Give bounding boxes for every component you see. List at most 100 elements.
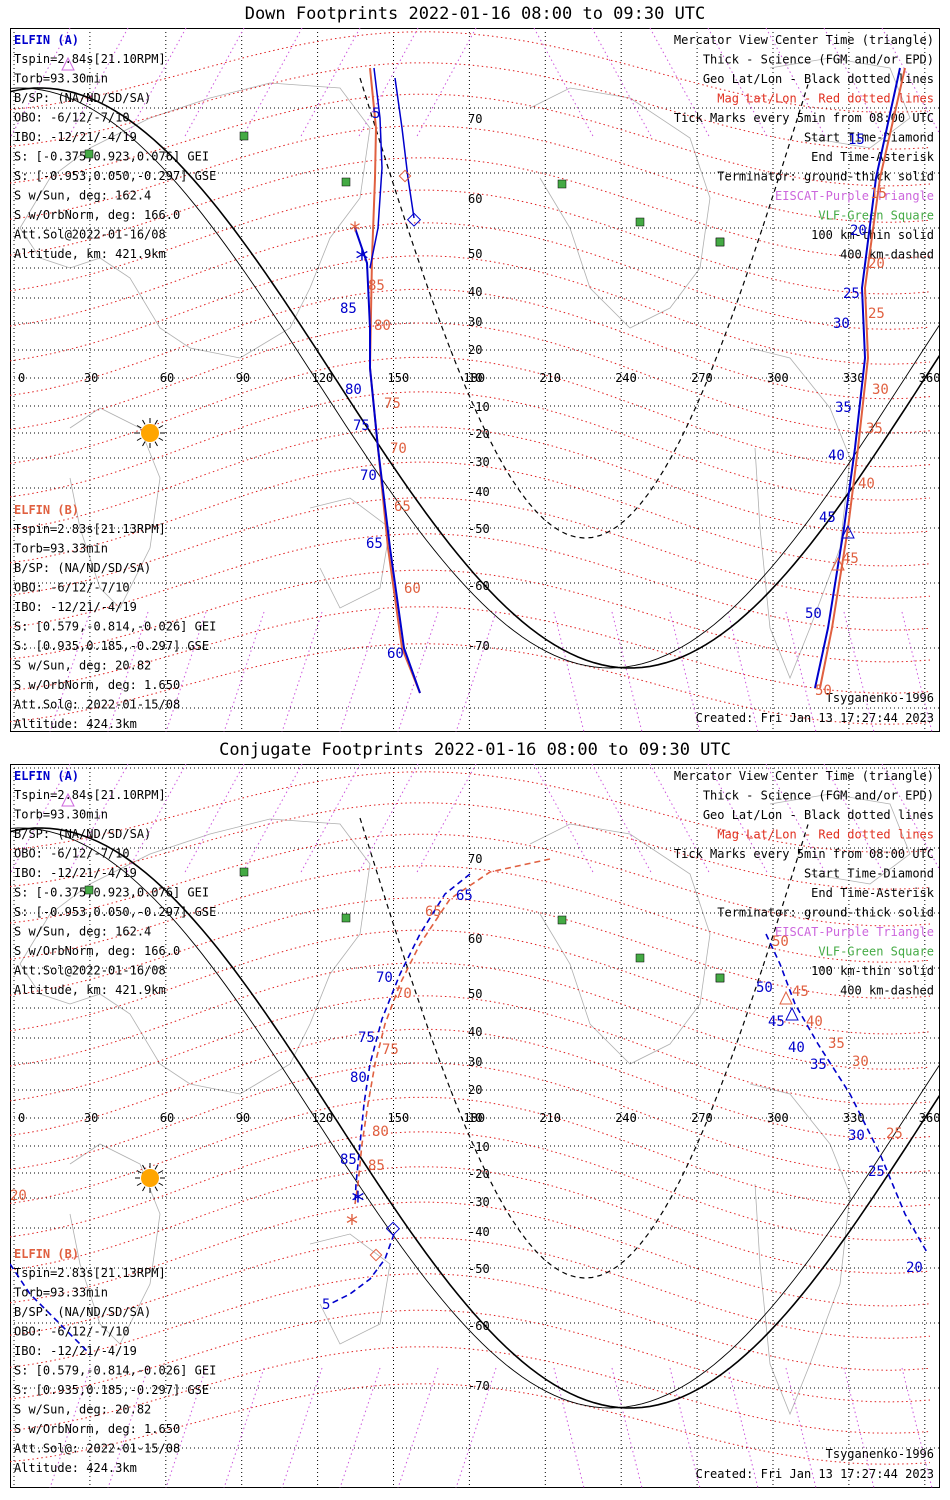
mag-meridian: [823, 764, 885, 875]
lat-tick-label: -30: [468, 1195, 490, 1209]
mag-meridian: [455, 611, 497, 732]
elfin-a-time-label: 30: [848, 1128, 865, 1144]
mag-meridian: [49, 1367, 91, 1488]
panel-title: Down Footprints 2022-01-16 08:00 to 09:3…: [244, 4, 706, 24]
lat-tick-label: 50: [468, 987, 482, 1001]
sun-ray: [158, 425, 164, 429]
elfin-a-track: [765, 933, 929, 1255]
lat-tick-label: -10: [468, 1140, 490, 1154]
lon-tick-label: 180: [463, 1111, 485, 1125]
elfin-b-time-label: 65: [425, 904, 442, 920]
elfin-b-time-label: 80: [372, 1124, 389, 1140]
mag-grid: [10, 31, 931, 725]
legend-entry: Geo Lat/Lon - Black dotted lines: [703, 808, 934, 822]
mag-meridian: [223, 611, 265, 732]
lat-tick-label: -40: [468, 1225, 490, 1239]
mag-meridian: [165, 1367, 207, 1488]
elfin-a-time-label: 75: [353, 418, 370, 434]
coastlines: [19, 793, 911, 1416]
mag-parallel: [10, 322, 931, 434]
terminator-100km: [10, 87, 940, 669]
elfin-a-info-line: Att.Sol@2022-01-16/08: [14, 228, 166, 242]
coastline: [19, 818, 371, 1095]
terminator-ground: [10, 827, 940, 1409]
elfin-b-time-label: 20: [868, 256, 885, 272]
mag-parallel: [10, 1062, 931, 1174]
elfin-b-time-label: 30: [872, 382, 889, 398]
spacecraft-info: ELFIN (A) Tspin=2.84s[21.10RPM] Torb=93.30…: [14, 769, 216, 1475]
lat-tick-label: 20: [468, 343, 482, 357]
elfin-b-time-label: 85: [368, 278, 385, 294]
legend-entry: Tick Marks every 5min from 08:00 UTC: [674, 847, 934, 861]
mag-parallel: [10, 461, 931, 567]
mag-meridian: [339, 1367, 381, 1488]
lat-tick-label: -50: [468, 522, 490, 536]
elfin-b-time-label: 40: [858, 476, 875, 492]
elfin-a-info-line: S w/OrbNorm, deg: 166.0: [14, 944, 180, 958]
mag-meridian: [183, 28, 245, 139]
elfin-a-info-line: S: [-0.953,0.050,-0.297] GSE: [14, 905, 216, 919]
end-asterisk: *: [354, 245, 370, 275]
lon-tick-label: 180: [463, 371, 485, 385]
coastline: [309, 497, 391, 609]
center-triangle: [779, 990, 793, 1005]
legend-entry: Terminator: ground-thick solid: [717, 170, 934, 184]
lon-tick-label: 360: [919, 371, 940, 385]
elfin-a-info-line: IBO: -12/21/-4/19: [14, 130, 137, 144]
legend-entry: VLF-Green Square: [818, 945, 934, 959]
elfin-a-time-label: 75: [358, 1030, 375, 1046]
vlf-station-square: [715, 973, 725, 983]
mag-meridian: [281, 1367, 323, 1488]
lon-tick-label: 0: [18, 371, 25, 385]
lat-tick-label: -60: [468, 579, 490, 593]
start-diamond: [398, 169, 412, 183]
elfin-b-time-label: 80: [374, 318, 391, 334]
mag-parallel: [10, 897, 931, 999]
lat-tick-label: 60: [468, 192, 482, 206]
elfin-a-time-label: 80: [345, 382, 362, 398]
lon-tick-label: 90: [236, 1111, 250, 1125]
elfin-a-time-label: 45: [819, 510, 836, 526]
coastline: [749, 347, 851, 680]
legend: Mercator View Center Time (triangle) Thic…: [674, 769, 935, 998]
sun-ray: [142, 1186, 146, 1192]
elfin-a-info-line: S w/Sun, deg: 162.4: [14, 189, 151, 203]
elfin-a-time-label: 5: [372, 106, 380, 122]
elfin-b-time-label: 35: [866, 421, 883, 437]
elfin-a-time-label: 70: [360, 468, 377, 484]
legend-entry: Start Time-Diamond: [804, 867, 934, 881]
mag-meridian: [591, 28, 653, 139]
elfin-a-time-label: 40: [828, 448, 845, 464]
lat-tick-label: -10: [468, 400, 490, 414]
mag-parallel: [10, 569, 931, 663]
elfin-a-info-line: OBO: -6/12/-7/10: [14, 847, 130, 861]
mag-parallel: [10, 865, 931, 963]
vlf-station-square: [341, 177, 351, 187]
vlf-station-square: [84, 885, 94, 895]
elfin-a-info-line: S: [-0.375,0.923,0.076] GEI: [14, 886, 209, 900]
legend-entry: Thick - Science (FGM and/or EPD): [703, 53, 934, 67]
coastline: [309, 1233, 391, 1345]
mag-meridian: [881, 28, 940, 136]
sun-ray: [136, 425, 142, 429]
mag-meridian: [125, 764, 187, 875]
lat-tick-label: 10: [468, 1111, 482, 1125]
down-footprints-map: 0 30 60 90 120 150 180 210 240 270 300 330 360 70 60 50…: [10, 28, 940, 732]
sun-icon: [135, 418, 165, 448]
lon-tick-label: 150: [388, 371, 410, 385]
legend-entry: Mag Lat/Lon - Red dotted lines: [717, 828, 934, 842]
mag-meridian: [107, 1367, 149, 1488]
elfin-b-info-line: Torb=93.33min: [14, 1286, 108, 1300]
elfin-a-info-line: Tspin=2.84s[21.10RPM]: [14, 52, 166, 66]
lon-tick-label: 330: [843, 1111, 865, 1125]
footprint-tracks: **65707580855504540353025206570758085504…: [10, 792, 929, 1355]
elfin-b-time-label: 50: [772, 934, 789, 950]
legend-entry: 100 km-thin solid: [811, 964, 934, 978]
mag-parallel: [10, 1273, 931, 1371]
mag-meridian: [357, 764, 419, 875]
elfin-b-info-line: B/SP: (NA/ND/SD/SA): [14, 1305, 151, 1319]
elfin-b-info-line: Tspin=2.83s[21.13RPM]: [14, 522, 166, 536]
sun-disk: [141, 424, 159, 442]
elfin-a-info-line: Altitude, km: 421.9km: [14, 983, 166, 997]
mag-parallel: [10, 1309, 931, 1403]
